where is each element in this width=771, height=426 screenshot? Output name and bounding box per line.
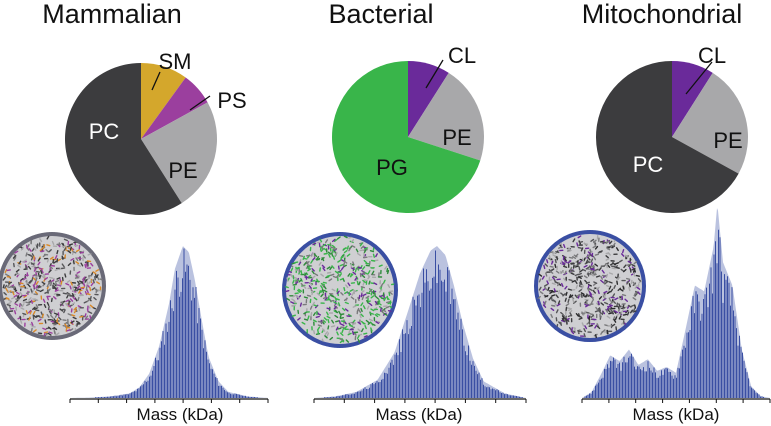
pie-label-pc-mammalian: PC [89, 119, 120, 144]
pie-slice-pe-mitochondrial [672, 72, 748, 174]
pie-title-bacterial: Bacterial [328, 0, 433, 29]
pie-label-cl-bacterial: CL [448, 43, 476, 68]
pie-bacterial: CL PE PG [332, 43, 485, 214]
pie-label-cl-mitochondrial: CL [698, 43, 726, 68]
pie-label-pe-mammalian: PE [168, 158, 197, 183]
pie-mitochondrial: CL PE PC [595, 43, 748, 214]
mass-histogram-mitochondrial [581, 208, 771, 403]
mass-histogram-bacterial [313, 246, 527, 403]
pie-label-pe-mitochondrial: PE [713, 128, 742, 153]
pie-mammalian: SM PS PE PC [64, 49, 247, 215]
pie-slice-pc-mammalian [64, 63, 182, 215]
nanodisc-image-bacterial [282, 232, 398, 348]
pie-slice-pc-mitochondrial [595, 61, 739, 214]
x-axis-label-mitochondrial: Mass (kDa) [633, 405, 720, 424]
x-axis-label-mammalian: Mass (kDa) [137, 405, 224, 424]
x-axis-label-bacterial: Mass (kDa) [376, 405, 463, 424]
pie-slice-pe-mammalian [141, 102, 217, 204]
pie-title-mammalian: Mammalian [42, 0, 182, 29]
mass-histogram-mammalian [69, 246, 269, 403]
pie-slice-cl-bacterial [408, 61, 449, 137]
pie-slice-pg-bacterial [332, 61, 481, 214]
pie-label-pc-mitochondrial: PC [633, 152, 664, 177]
pie-slice-sm-mammalian [141, 62, 186, 139]
nanodisc-image-mitochondrial [534, 230, 646, 342]
leader-line-cl-bacterial [425, 59, 444, 89]
leader-line-ps-mammalian [189, 95, 211, 111]
pie-label-pg-bacterial: PG [376, 155, 408, 180]
pie-slice-pe-bacterial [408, 72, 485, 161]
pie-label-ps-mammalian: PS [217, 88, 246, 113]
pie-title-mitochondrial: Mitochondrial [582, 0, 743, 29]
nanodisc-image-mammalian [0, 232, 106, 340]
pie-label-pe-bacterial: PE [442, 125, 471, 150]
pie-label-sm-mammalian: SM [159, 49, 192, 74]
leader-line-sm-mammalian [151, 71, 161, 91]
pie-slice-ps-mammalian [141, 77, 208, 139]
pie-slice-cl-mitochondrial [672, 61, 713, 137]
leader-line-cl-mitochondrial [685, 61, 713, 95]
